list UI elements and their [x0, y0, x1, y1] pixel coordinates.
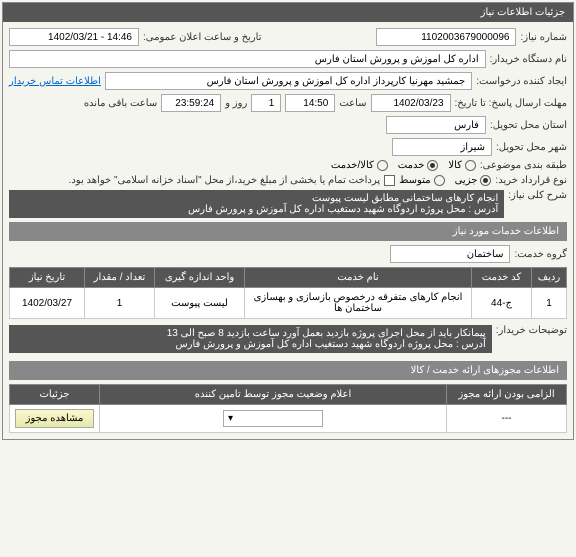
table-row: 1 ج-44 انجام کارهای متفرقه درخصوص بازساز…: [10, 288, 567, 319]
remaining-value: 23:59:24: [161, 94, 221, 112]
pcol-mandatory: الزامی بودن ارائه مجوز: [447, 385, 567, 405]
notes-label: توضیحات خریدار:: [496, 325, 567, 336]
radio-both[interactable]: کالا/خدمت: [331, 160, 388, 171]
desc-line2: آدرس : محل پروژه اردوگاه شهید دستغیب ادا…: [15, 204, 498, 215]
radio-partial[interactable]: جزیی: [455, 175, 492, 186]
pcell-status: [100, 405, 447, 433]
deadline-time-label: ساعت: [339, 98, 366, 109]
province-value: فارس: [386, 116, 486, 134]
row-city: شهر محل تحویل: شیراز: [9, 138, 567, 156]
row-notes: توضیحات خریدار: پیمانکار باید از محل اجر…: [9, 325, 567, 353]
days-label: روز و: [225, 98, 247, 109]
contract-label: نوع قرارداد خرید:: [495, 175, 567, 186]
desc-line1: انجام کارهای ساختمانی مطابق لیست پیوست: [15, 193, 498, 204]
notes-line1: پیمانکار باید از محل اجرای پروژه بازدید …: [15, 328, 486, 339]
number-value: 1102003679000096: [376, 28, 516, 46]
radio-kala[interactable]: کالا: [448, 160, 476, 171]
contract-note: پرداخت تمام یا بخشی از مبلغ خرید،از محل …: [69, 175, 381, 186]
cell-unit: لیست پیوست: [155, 288, 245, 319]
deadline-date: 1402/03/23: [371, 94, 451, 112]
city-value: شیراز: [392, 138, 492, 156]
announce-value: 14:46 - 1402/03/21: [9, 28, 139, 46]
number-label: شماره نیاز:: [520, 32, 567, 43]
contract-radios: جزیی متوسط: [399, 175, 491, 186]
cell-date: 1402/03/27: [10, 288, 85, 319]
row-contract: نوع قرارداد خرید: جزیی متوسط پرداخت تمام…: [9, 175, 567, 186]
remaining-label: ساعت باقی مانده: [84, 98, 157, 109]
col-qty: تعداد / مقدار: [85, 268, 155, 288]
buyer-value: اداره کل اموزش و پرورش استان فارس: [9, 50, 486, 68]
cell-name: انجام کارهای متفرقه درخصوص بازسازی و بهس…: [245, 288, 472, 319]
main-panel: جزئیات اطلاعات نیاز شماره نیاز: 11020036…: [2, 2, 574, 440]
notes-line2: آدرس : محل پروژه اردوگاه شهید دستغیب ادا…: [15, 339, 486, 350]
deadline-label: مهلت ارسال پاسخ: تا تاریخ:: [455, 98, 567, 109]
cell-row: 1: [532, 288, 567, 319]
desc-label: شرح کلی نیاز:: [508, 190, 567, 201]
pcell-details: مشاهده مجوز: [10, 405, 100, 433]
permits-row: --- مشاهده مجوز: [10, 405, 567, 433]
row-deadline: مهلت ارسال پاسخ: تا تاریخ: 1402/03/23 سا…: [9, 94, 567, 112]
row-group: گروه خدمت: ساختمان: [9, 245, 567, 263]
row-buyer: نام دستگاه خریدار: اداره کل اموزش و پرور…: [9, 50, 567, 68]
row-number: شماره نیاز: 1102003679000096 تاریخ و ساع…: [9, 28, 567, 46]
panel-title: جزئیات اطلاعات نیاز: [3, 3, 573, 22]
notes-box: پیمانکار باید از محل اجرای پروژه بازدید …: [9, 325, 492, 353]
col-row: ردیف: [532, 268, 567, 288]
desc-box: انجام کارهای ساختمانی مطابق لیست پیوست آ…: [9, 190, 504, 218]
group-label: گروه خدمت:: [514, 249, 567, 260]
cell-qty: 1: [85, 288, 155, 319]
radio-khedmat[interactable]: خدمت: [398, 160, 439, 171]
permits-title: اطلاعات مجوزهای ارائه خدمت / کالا: [9, 361, 567, 380]
announce-label: تاریخ و ساعت اعلان عمومی:: [143, 32, 262, 43]
col-name: نام خدمت: [245, 268, 472, 288]
row-desc: شرح کلی نیاز: انجام کارهای ساختمانی مطاب…: [9, 190, 567, 218]
radio-medium[interactable]: متوسط: [399, 175, 444, 186]
contact-link[interactable]: اطلاعات تماس خریدار: [9, 76, 101, 87]
permits-table: الزامی بودن ارائه مجوز اعلام وضعیت مجوز …: [9, 384, 567, 433]
row-category: طبقه بندی موضوعی: کالا خدمت کالا/خدمت: [9, 160, 567, 171]
buyer-label: نام دستگاه خریدار:: [490, 54, 567, 65]
days-value: 1: [251, 94, 281, 112]
treasury-checkbox[interactable]: [384, 175, 395, 186]
cell-code: ج-44: [472, 288, 532, 319]
pcol-details: جزئیات: [10, 385, 100, 405]
category-radios: کالا خدمت کالا/خدمت: [331, 160, 476, 171]
group-value: ساختمان: [390, 245, 510, 263]
col-unit: واحد اندازه گیری: [155, 268, 245, 288]
col-date: تاریخ نیاز: [10, 268, 85, 288]
category-label: طبقه بندی موضوعی:: [480, 160, 567, 171]
panel-body: شماره نیاز: 1102003679000096 تاریخ و ساع…: [3, 22, 573, 439]
view-permit-button[interactable]: مشاهده مجوز: [15, 409, 95, 428]
pcell-mandatory: ---: [447, 405, 567, 433]
col-code: کد خدمت: [472, 268, 532, 288]
row-province: استان محل تحویل: فارس: [9, 116, 567, 134]
pcol-status: اعلام وضعیت مجوز توسط تامین کننده: [100, 385, 447, 405]
city-label: شهر محل تحویل:: [496, 142, 567, 153]
creator-label: ایجاد کننده درخواست:: [476, 76, 567, 87]
services-title: اطلاعات خدمات مورد نیاز: [9, 222, 567, 241]
deadline-time: 14:50: [285, 94, 335, 112]
province-label: استان محل تحویل:: [490, 120, 567, 131]
row-creator: ایجاد کننده درخواست: جمشید مهرنیا کارپرد…: [9, 72, 567, 90]
status-select[interactable]: [223, 410, 323, 427]
services-table: ردیف کد خدمت نام خدمت واحد اندازه گیری ت…: [9, 267, 567, 319]
creator-value: جمشید مهرنیا کارپرداز اداره کل اموزش و پ…: [105, 72, 472, 90]
